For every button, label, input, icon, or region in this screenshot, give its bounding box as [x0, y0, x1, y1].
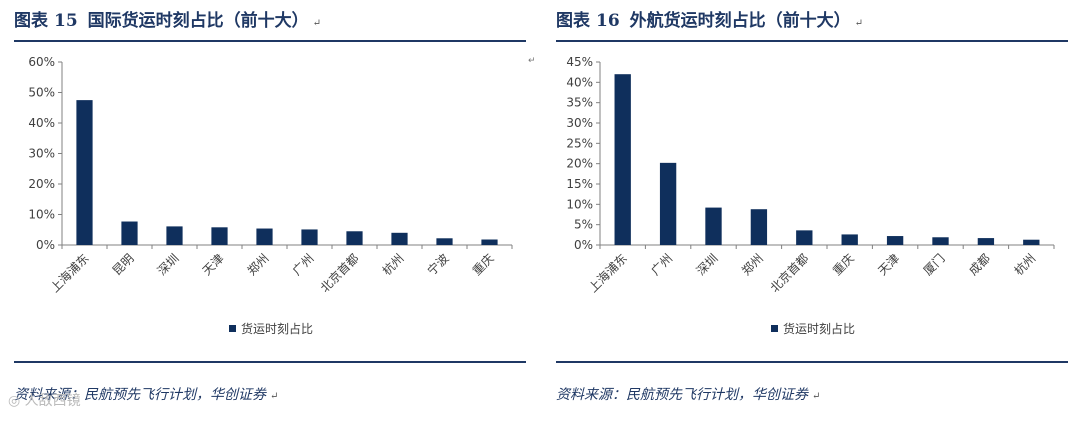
- category-label: 宁波: [424, 251, 452, 279]
- category-label: 杭州: [379, 251, 407, 279]
- y-tick-label: 15%: [566, 177, 593, 191]
- paragraph-mark: ↵: [854, 18, 864, 29]
- y-tick-label: 10%: [28, 208, 55, 222]
- figure-number: 16: [596, 11, 620, 31]
- bar: [705, 207, 722, 245]
- category-label: 上海浦东: [585, 251, 630, 296]
- category-label: 深圳: [694, 251, 721, 278]
- paragraph-mark: ↵: [812, 391, 821, 402]
- figure-title-prefix: 图表: [14, 11, 48, 31]
- category-label: 天津: [875, 251, 902, 278]
- y-tick-label: 50%: [28, 86, 55, 100]
- category-label: 北京首都: [318, 251, 362, 295]
- bar: [932, 237, 949, 245]
- chart-16-svg: 0% 5% 10% 15% 20% 25% 30% 35% 40% 45% 上海浦东 广州 深圳 郑州 北京…: [566, 55, 1055, 336]
- y-tick-label: 35%: [566, 96, 593, 110]
- category-label: 上海浦东: [47, 251, 92, 296]
- y-tick-label: 0%: [36, 238, 55, 252]
- figure-title-text: 外航货运时刻占比（前十大）: [629, 11, 851, 31]
- figure-title: 图表 16 外航货运时刻占比（前十大） ↵: [556, 6, 863, 31]
- figure-title-text: 国际货运时刻占比（前十大）: [87, 11, 309, 31]
- category-label: 杭州: [1011, 251, 1039, 279]
- bar: [391, 232, 408, 245]
- bar: [750, 209, 768, 245]
- legend-label: 货运时刻占比: [241, 321, 313, 336]
- figure-15-panel: 图表 15 国际货运时刻占比（前十大） ↵ 0% 10% 20% 30% 40% 50% 60% 上…: [14, 0, 536, 422]
- bar: [659, 162, 677, 245]
- title-rule: [556, 40, 1068, 42]
- paragraph-mark: ↵: [312, 18, 322, 29]
- y-tick-label: 20%: [566, 157, 593, 171]
- y-tick-label: 0%: [574, 238, 593, 252]
- bar: [796, 230, 813, 245]
- bar: [346, 231, 363, 245]
- bar: [481, 239, 498, 245]
- title-rule: [14, 40, 526, 42]
- figure-16-panel: 图表 16 外航货运时刻占比（前十大） ↵ 0% 5% 10% 15% 20% 25% 30% 35…: [556, 0, 1070, 422]
- y-tick-label: 10%: [566, 197, 593, 211]
- paragraph-mark: ↵: [270, 391, 279, 402]
- bar: [121, 221, 138, 245]
- chart-15-svg: 0% 10% 20% 30% 40% 50% 60% 上海浦东 昆明 深圳 天津 郑州 广州 北京首都 杭州…: [28, 55, 513, 336]
- category-label: 郑州: [738, 251, 766, 279]
- chart-16: 0% 5% 10% 15% 20% 25% 30% 35% 40% 45% 上海浦东 广州 深圳 郑州 北京…: [556, 42, 1070, 352]
- bar: [977, 238, 995, 245]
- bar: [614, 74, 631, 245]
- y-tick-label: 25%: [566, 136, 593, 150]
- bar: [301, 229, 318, 245]
- bar: [841, 234, 858, 245]
- bottom-rule: [556, 361, 1068, 363]
- chart-15: 0% 10% 20% 30% 40% 50% 60% 上海浦东 昆明 深圳 天津 郑州 广州 北京首都 杭州…: [14, 42, 528, 352]
- y-tick-label: 5%: [574, 218, 593, 232]
- y-tick-label: 45%: [566, 55, 593, 69]
- bar: [1023, 239, 1040, 245]
- bottom-rule: [14, 361, 526, 363]
- category-label: 厦门: [920, 251, 948, 279]
- bar: [166, 226, 183, 245]
- paragraph-mark: ↵: [528, 56, 536, 66]
- bar: [886, 236, 904, 245]
- category-label: 广州: [648, 251, 675, 278]
- y-tick-label: 20%: [28, 177, 55, 191]
- legend-swatch: [229, 325, 236, 332]
- source-text: 资料来源：民航预先飞行计划，华创证券: [14, 387, 266, 403]
- watermark: ◎ 人敌西镜: [8, 390, 81, 410]
- category-label: 北京首都: [768, 251, 812, 295]
- category-label: 成都: [966, 251, 993, 278]
- category-label: 广州: [290, 251, 317, 278]
- bar: [256, 228, 273, 245]
- category-label: 天津: [200, 251, 227, 278]
- category-label: 昆明: [110, 251, 137, 278]
- category-label: 郑州: [244, 251, 272, 279]
- bar: [436, 238, 453, 245]
- y-tick-label: 30%: [566, 116, 593, 130]
- category-label: 深圳: [155, 251, 182, 278]
- category-label: 重庆: [470, 251, 497, 278]
- source-note: 资料来源：民航预先飞行计划，华创证券 ↵: [14, 384, 278, 404]
- bar: [211, 227, 228, 245]
- watermark-icon: ◎: [8, 393, 21, 409]
- bar: [76, 100, 93, 245]
- y-tick-label: 40%: [28, 116, 55, 130]
- source-note: 资料来源：民航预先飞行计划，华创证券 ↵: [556, 384, 820, 404]
- category-label: 重庆: [830, 251, 857, 278]
- figure-number: 15: [54, 11, 78, 31]
- y-tick-label: 60%: [28, 55, 55, 69]
- source-text: 资料来源：民航预先飞行计划，华创证券: [556, 387, 808, 403]
- y-tick-label: 40%: [566, 75, 593, 89]
- legend-swatch: [771, 325, 778, 332]
- y-tick-label: 30%: [28, 147, 55, 161]
- figure-title-prefix: 图表: [556, 11, 590, 31]
- legend-label: 货运时刻占比: [783, 321, 855, 336]
- figure-title: 图表 15 国际货运时刻占比（前十大） ↵: [14, 6, 321, 31]
- watermark-text: 人敌西镜: [24, 393, 81, 409]
